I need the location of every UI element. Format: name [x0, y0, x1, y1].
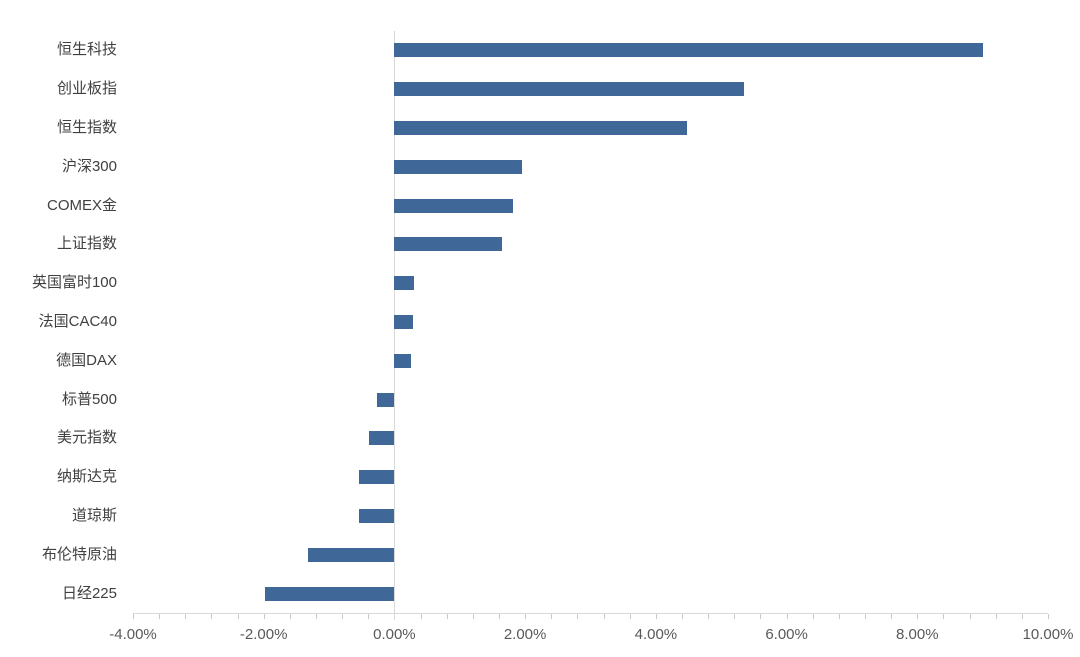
- axis-tick: [237, 614, 239, 619]
- category-label: 创业板指: [56, 80, 117, 98]
- x-tick-label: 6.00%: [765, 626, 808, 643]
- category-label: 沪深300: [61, 157, 117, 175]
- axis-tick: [865, 614, 866, 619]
- x-tick-label: 8.00%: [896, 626, 939, 643]
- axis-tick: [420, 614, 422, 619]
- axis-tick: [786, 614, 788, 619]
- x-tick-label: 4.00%: [634, 626, 678, 643]
- axis-tick: [917, 614, 919, 619]
- bar: [368, 431, 395, 446]
- axis-tick: [211, 614, 213, 619]
- x-tick-label: -4.00%: [109, 626, 157, 643]
- axis-tick: [969, 614, 971, 619]
- axis-tick: [1048, 614, 1049, 619]
- category-label: 法国CAC40: [38, 313, 117, 330]
- axis-tick: [525, 614, 527, 619]
- bar: [394, 43, 984, 58]
- axis-tick: [812, 614, 814, 619]
- axis-tick: [316, 614, 317, 619]
- axis-tick: [159, 614, 161, 619]
- bar: [394, 353, 411, 368]
- axis-tick: [263, 614, 265, 619]
- bar: [265, 586, 395, 601]
- category-label: COMEX金: [46, 196, 117, 214]
- axis-tick: [943, 614, 945, 619]
- axis-tick: [446, 614, 448, 619]
- axis-tick: [682, 614, 683, 619]
- axis-tick: [760, 614, 762, 619]
- x-tick-label: 10.00%: [1022, 626, 1074, 643]
- category-label: 日经225: [61, 584, 117, 602]
- category-label: 上证指数: [56, 235, 117, 253]
- x-axis-line: [133, 613, 1048, 614]
- bar: [377, 392, 395, 407]
- bar: [394, 82, 745, 97]
- bar: [394, 237, 502, 252]
- bar: [358, 509, 395, 523]
- x-tick-label: 0.00%: [373, 626, 416, 643]
- category-label: 德国DAX: [56, 351, 117, 369]
- axis-tick: [368, 614, 370, 619]
- axis-tick: [133, 614, 134, 619]
- bar: [394, 159, 523, 174]
- bar: [394, 121, 688, 135]
- axis-tick: [655, 614, 657, 619]
- axis-tick: [891, 614, 893, 619]
- category-label: 标普500: [61, 390, 117, 408]
- bar: [394, 315, 413, 329]
- category-label: 恒生科技: [56, 41, 117, 59]
- axis-tick: [734, 614, 736, 619]
- axis-tick: [472, 614, 474, 619]
- category-label: 美元指数: [56, 429, 117, 447]
- axis-tick: [577, 614, 579, 619]
- bar: [308, 547, 395, 562]
- bar: [394, 276, 414, 291]
- x-tick-label: 2.00%: [503, 626, 547, 643]
- axis-tick: [708, 614, 710, 619]
- category-label: 英国富时100: [31, 274, 117, 292]
- axis-tick: [1021, 614, 1023, 619]
- x-tick-label: -2.00%: [239, 626, 288, 643]
- axis-tick: [995, 614, 997, 619]
- bar: [394, 198, 513, 213]
- axis-tick: [499, 614, 500, 619]
- axis-tick: [551, 614, 553, 619]
- axis-tick: [838, 614, 840, 619]
- axis-tick: [629, 614, 631, 619]
- axis-tick: [342, 614, 344, 619]
- bar: [359, 470, 395, 485]
- category-label: 道琼斯: [71, 507, 117, 524]
- category-label: 恒生指数: [56, 119, 117, 136]
- category-label: 布伦特原油: [41, 545, 117, 563]
- axis-tick: [289, 614, 291, 619]
- category-label: 纳斯达克: [56, 468, 117, 486]
- axis-tick: [185, 614, 187, 619]
- axis-tick: [603, 614, 605, 619]
